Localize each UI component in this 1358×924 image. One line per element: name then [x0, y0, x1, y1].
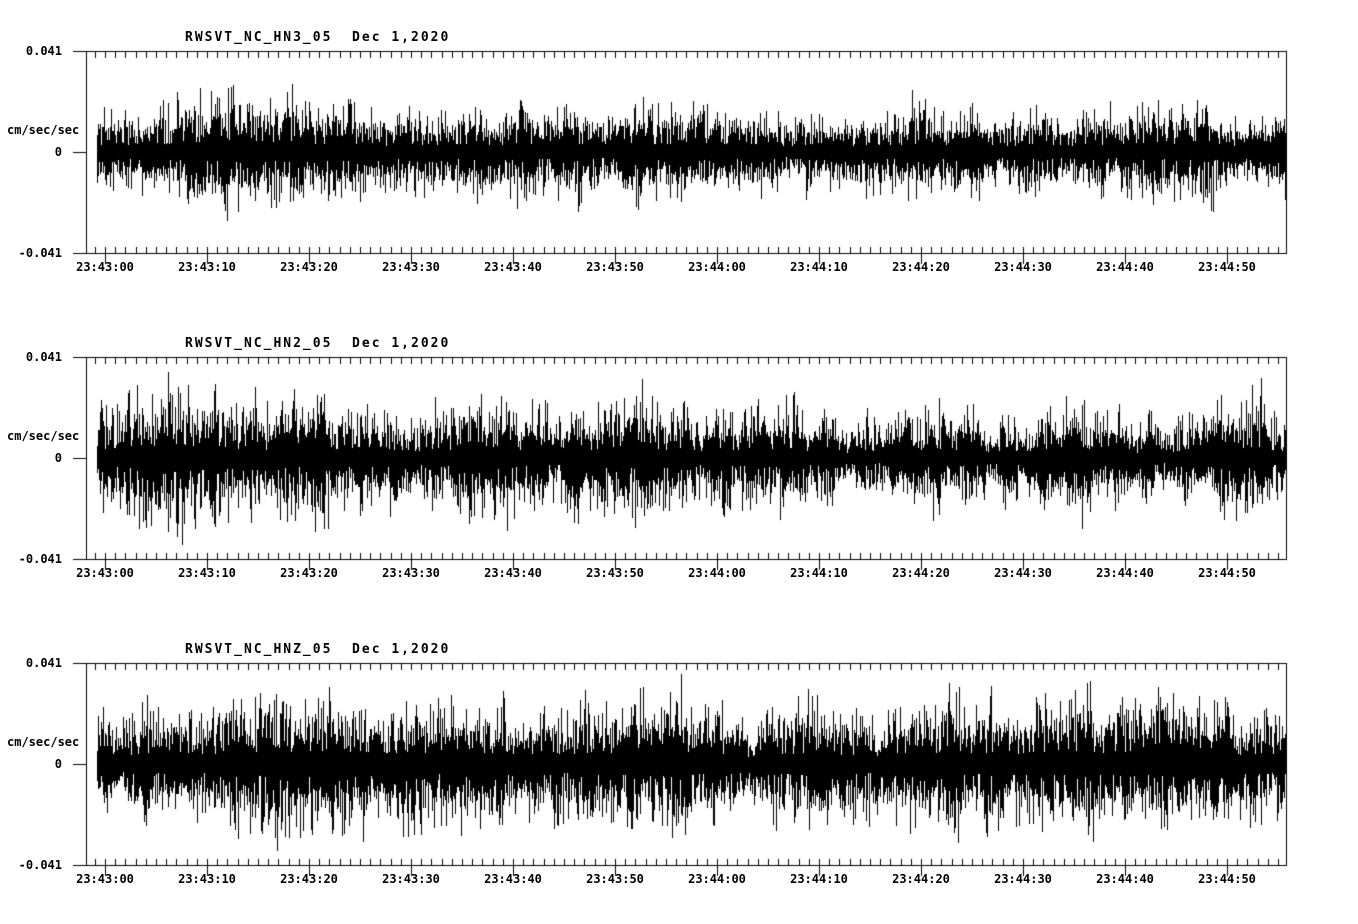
x-tick-label: 23:44:00	[688, 260, 746, 274]
x-tick-label: 23:44:20	[892, 872, 950, 886]
x-tick-label: 23:43:00	[76, 872, 134, 886]
x-tick-label: 23:44:20	[892, 566, 950, 580]
waveform-canvas-hnz	[0, 612, 1358, 918]
x-tick-label: 23:43:40	[484, 872, 542, 886]
x-tick-label: 23:44:00	[688, 566, 746, 580]
seismogram-panel-hnz: RWSVT_NC_HNZ_05 Dec 1,2020 0.041 cm/sec/…	[0, 612, 1358, 918]
panel-title: RWSVT_NC_HNZ_05 Dec 1,2020	[185, 642, 451, 657]
y-axis-min-label: -0.041	[18, 858, 62, 872]
x-tick-label: 23:43:30	[382, 260, 440, 274]
x-tick-label: 23:43:30	[382, 566, 440, 580]
panel-title: RWSVT_NC_HN2_05 Dec 1,2020	[185, 336, 451, 351]
x-tick-label: 23:43:50	[586, 260, 644, 274]
x-tick-label: 23:43:10	[178, 566, 236, 580]
x-tick-label: 23:43:20	[280, 566, 338, 580]
x-tick-label: 23:44:50	[1198, 566, 1256, 580]
y-axis-unit-label: cm/sec/sec	[7, 429, 80, 443]
x-axis-labels: 23:43:00 23:43:10 23:43:20 23:43:30 23:43:40…	[0, 0, 1358, 306]
x-tick-label: 23:44:20	[892, 260, 950, 274]
x-tick-label: 23:43:00	[76, 260, 134, 274]
x-tick-label: 23:43:40	[484, 260, 542, 274]
x-tick-label: 23:43:20	[280, 872, 338, 886]
x-axis-labels: 23:43:00 23:43:10 23:43:20 23:43:30 23:43:40…	[0, 306, 1358, 612]
x-tick-label: 23:43:00	[76, 566, 134, 580]
y-axis-max-label: 0.041	[25, 656, 62, 670]
x-tick-label: 23:44:10	[790, 872, 848, 886]
x-tick-label: 23:43:30	[382, 872, 440, 886]
x-tick-label: 23:43:20	[280, 260, 338, 274]
x-tick-label: 23:44:40	[1096, 260, 1154, 274]
y-axis-zero-label: 0	[54, 451, 62, 465]
x-tick-label: 23:43:50	[586, 566, 644, 580]
waveform-canvas-hn2	[0, 306, 1358, 612]
seismogram-panel-hn2: RWSVT_NC_HN2_05 Dec 1,2020 0.041 cm/sec/…	[0, 306, 1358, 612]
x-tick-label: 23:44:30	[994, 566, 1052, 580]
x-tick-label: 23:44:10	[790, 260, 848, 274]
x-tick-label: 23:44:50	[1198, 260, 1256, 274]
y-axis-max-label: 0.041	[25, 350, 62, 364]
y-axis-zero-label: 0	[54, 757, 62, 771]
x-tick-label: 23:44:10	[790, 566, 848, 580]
x-tick-label: 23:44:30	[994, 260, 1052, 274]
x-tick-label: 23:44:50	[1198, 872, 1256, 886]
x-tick-label: 23:43:10	[178, 260, 236, 274]
y-axis-min-label: -0.041	[18, 246, 62, 260]
seismogram-panel-hn3: RWSVT_NC_HN3_05 Dec 1,2020 0.041 cm/sec/…	[0, 0, 1358, 306]
y-axis-zero-label: 0	[54, 145, 62, 159]
x-tick-label: 23:44:30	[994, 872, 1052, 886]
waveform-canvas-hn3	[0, 0, 1358, 306]
y-axis-min-label: -0.041	[18, 552, 62, 566]
y-axis-unit-label: cm/sec/sec	[7, 735, 80, 749]
x-tick-label: 23:43:40	[484, 566, 542, 580]
panel-title: RWSVT_NC_HN3_05 Dec 1,2020	[185, 30, 451, 45]
x-tick-label: 23:44:40	[1096, 566, 1154, 580]
x-tick-label: 23:44:40	[1096, 872, 1154, 886]
y-axis-unit-label: cm/sec/sec	[7, 123, 80, 137]
x-axis-labels: 23:43:00 23:43:10 23:43:20 23:43:30 23:43:40…	[0, 612, 1358, 918]
x-tick-label: 23:43:50	[586, 872, 644, 886]
x-tick-label: 23:43:10	[178, 872, 236, 886]
x-tick-label: 23:44:00	[688, 872, 746, 886]
y-axis-max-label: 0.041	[25, 44, 62, 58]
